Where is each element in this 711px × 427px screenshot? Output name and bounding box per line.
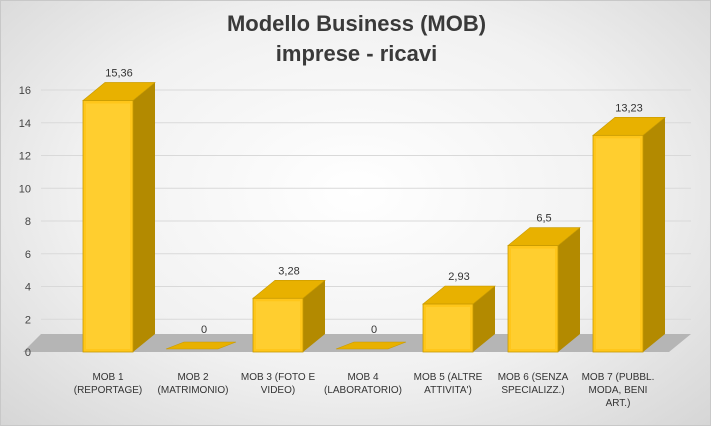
bar-highlight — [511, 248, 555, 349]
category-label: (REPORTAGE) — [74, 385, 143, 396]
bars — [82, 82, 666, 353]
bar-zero — [165, 341, 237, 350]
bar-front — [422, 303, 474, 353]
category-label: MOB 3 (FOTO E — [241, 372, 316, 383]
category-label: VIDEO) — [261, 385, 295, 396]
category-label: MOB 6 (SENZA — [498, 372, 569, 383]
bar — [335, 341, 407, 350]
bar — [592, 117, 666, 353]
bar-front — [252, 297, 304, 353]
category-label: MOB 7 (PUBBL. — [582, 372, 655, 383]
bar-zero — [335, 341, 407, 350]
data-label: 0 — [201, 324, 207, 336]
y-tick-label: 2 — [25, 314, 31, 326]
data-label: 6,5 — [536, 213, 551, 225]
y-tick-label: 16 — [19, 85, 31, 97]
y-tick-label: 4 — [25, 282, 31, 294]
category-label: ATTIVITA') — [424, 385, 472, 396]
bar-side — [303, 280, 325, 352]
bar — [82, 82, 156, 353]
y-tick-label: 0 — [25, 347, 31, 359]
data-label: 15,36 — [105, 67, 133, 79]
bar-side — [643, 117, 665, 352]
y-tick-label: 14 — [19, 118, 31, 130]
category-labels: MOB 1 (REPORTAGE) MOB 2 (MATRIMONIO) MOB 3 (… — [74, 372, 655, 409]
category-label: ART.) — [606, 398, 631, 409]
chart-title: Modello Business (MOB) imprese - ricavi — [1, 9, 711, 69]
bar-front — [592, 134, 644, 353]
category-label: (LABORATORIO) — [324, 385, 402, 396]
category-label: (MATRIMONIO) — [158, 385, 229, 396]
bar-side — [473, 286, 495, 352]
bar — [507, 227, 581, 353]
y-tick-label: 10 — [19, 183, 31, 195]
bar — [165, 341, 237, 350]
y-axis-ticks: 0 2 4 6 8 10 12 14 16 — [19, 85, 31, 359]
bar-side — [133, 82, 155, 352]
data-labels: 15,36 0 3,28 0 2,93 6,5 13,23 — [105, 67, 643, 336]
data-label: 2,93 — [448, 271, 469, 283]
bar-side — [558, 227, 580, 352]
bar-front — [82, 100, 134, 353]
category-label: MOB 2 — [177, 372, 209, 383]
bar-highlight — [86, 103, 130, 349]
category-label: MOB 5 (ALTRE — [414, 372, 483, 383]
chart-title-line-2: imprese - ricavi — [275, 41, 438, 66]
category-label: MOB 1 — [92, 372, 124, 383]
y-tick-label: 12 — [19, 151, 31, 163]
chart-title-line-1: Modello Business (MOB) — [226, 11, 487, 36]
bar-front — [507, 245, 559, 353]
category-label: MOB 4 — [347, 372, 379, 383]
bar-highlight — [256, 301, 300, 349]
data-label: 0 — [371, 324, 377, 336]
bar-highlight — [596, 138, 640, 349]
bar — [252, 279, 326, 353]
y-tick-label: 8 — [25, 216, 31, 228]
bar-highlight — [426, 307, 470, 349]
category-label: MODA, BENI — [589, 385, 648, 396]
bar — [422, 285, 496, 353]
data-label: 3,28 — [278, 265, 299, 277]
category-label: SPECIALIZZ.) — [501, 385, 564, 396]
y-tick-label: 6 — [25, 249, 31, 261]
data-label: 13,23 — [615, 102, 643, 114]
